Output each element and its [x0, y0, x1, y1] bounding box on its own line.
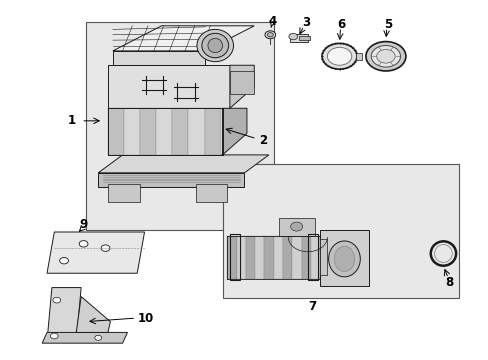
- Bar: [320, 239, 327, 275]
- Bar: [283, 235, 292, 279]
- Bar: [320, 235, 329, 279]
- Text: 2: 2: [259, 134, 267, 147]
- Ellipse shape: [264, 31, 275, 39]
- Bar: [156, 108, 172, 155]
- Polygon shape: [222, 108, 246, 155]
- Bar: [289, 35, 308, 41]
- Text: 10: 10: [137, 311, 153, 325]
- Bar: [245, 235, 255, 279]
- Polygon shape: [47, 288, 81, 341]
- Ellipse shape: [327, 47, 351, 65]
- Bar: [195, 184, 227, 202]
- Ellipse shape: [365, 41, 405, 71]
- Polygon shape: [47, 232, 144, 273]
- Bar: [86, 22, 273, 230]
- Text: 8: 8: [444, 276, 452, 289]
- Text: 3: 3: [302, 16, 310, 29]
- Bar: [188, 108, 204, 155]
- Text: 7: 7: [308, 300, 316, 313]
- Polygon shape: [113, 51, 205, 65]
- Bar: [108, 184, 140, 202]
- Polygon shape: [229, 65, 254, 108]
- Ellipse shape: [322, 43, 356, 69]
- Ellipse shape: [50, 333, 58, 339]
- Text: 5: 5: [383, 18, 391, 31]
- Ellipse shape: [79, 240, 88, 247]
- Ellipse shape: [202, 33, 228, 58]
- Ellipse shape: [328, 241, 360, 277]
- Polygon shape: [98, 173, 244, 187]
- Ellipse shape: [101, 245, 110, 251]
- Polygon shape: [108, 65, 229, 108]
- Ellipse shape: [60, 257, 68, 264]
- Ellipse shape: [376, 49, 394, 63]
- Bar: [140, 108, 156, 155]
- Polygon shape: [98, 155, 268, 173]
- Ellipse shape: [288, 33, 297, 40]
- Ellipse shape: [197, 30, 233, 62]
- Bar: [292, 235, 301, 279]
- Bar: [229, 234, 239, 280]
- Polygon shape: [76, 297, 110, 332]
- Ellipse shape: [95, 335, 102, 340]
- Bar: [255, 235, 264, 279]
- Ellipse shape: [53, 297, 61, 303]
- Bar: [278, 219, 315, 235]
- Bar: [310, 235, 320, 279]
- Bar: [299, 36, 309, 40]
- Bar: [229, 71, 254, 94]
- Bar: [355, 53, 361, 60]
- Bar: [124, 108, 140, 155]
- Bar: [172, 108, 188, 155]
- Ellipse shape: [267, 33, 273, 37]
- Ellipse shape: [207, 39, 222, 53]
- Bar: [307, 234, 317, 280]
- Bar: [320, 230, 368, 286]
- Bar: [264, 235, 273, 279]
- Bar: [222, 164, 458, 298]
- Bar: [227, 235, 236, 279]
- Text: 4: 4: [268, 15, 276, 28]
- Ellipse shape: [333, 246, 354, 271]
- Text: 1: 1: [67, 114, 75, 127]
- Bar: [108, 108, 124, 155]
- Text: 9: 9: [80, 218, 87, 231]
- Polygon shape: [113, 26, 254, 51]
- Polygon shape: [42, 332, 127, 343]
- Bar: [273, 235, 283, 279]
- Ellipse shape: [290, 222, 302, 231]
- Text: 6: 6: [336, 18, 345, 31]
- Bar: [236, 235, 245, 279]
- Bar: [301, 235, 310, 279]
- Ellipse shape: [370, 45, 400, 67]
- Bar: [204, 108, 220, 155]
